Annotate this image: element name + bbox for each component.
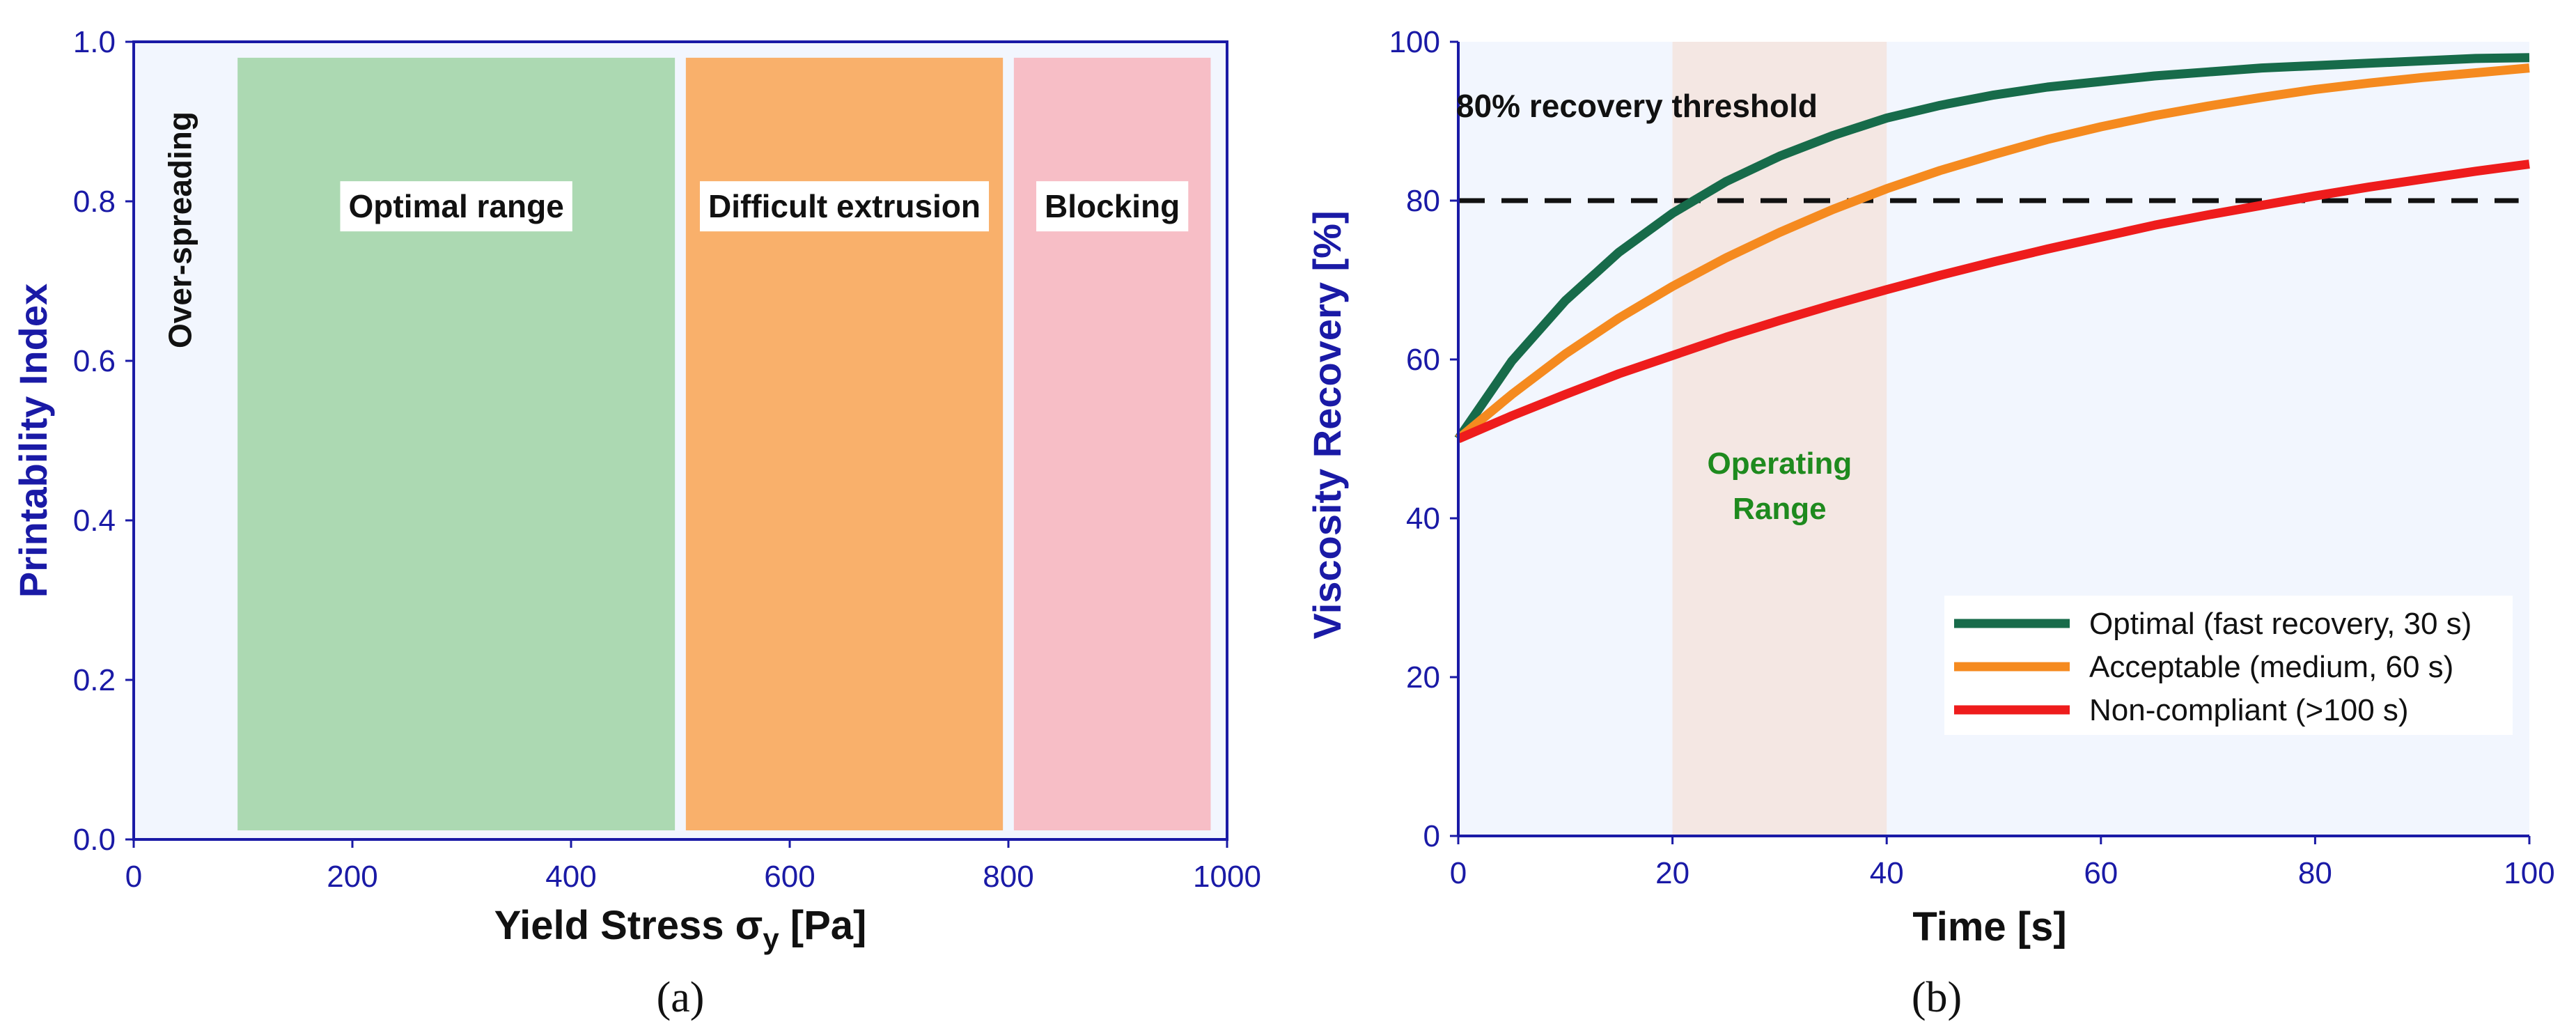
chart-a-x-tick-label: 800 [983,860,1033,894]
chart-a-y-tick-label: 0.2 [73,663,116,697]
chart-b-y-tick-label: 80 [1406,184,1440,218]
chart-a-y-axis-title: Printability Index [11,284,55,598]
series-line-2 [1455,63,2530,443]
threshold-label: 80% recovery threshold [1456,88,1818,124]
chart-b-x-tick-label: 80 [2298,856,2332,890]
chart-b: 0 20 40 60 80 100 0 20 40 60 80 100 80% recovery th… [1305,25,2555,1021]
series-line-1 [1454,53,2530,442]
region-label-background [1036,181,1189,232]
chart-a-y-tick-label: 0.4 [73,504,116,538]
chart-b-y-tick-label: 60 [1406,343,1440,377]
chart-a-plot-frame [132,40,1228,841]
chart-b-y-tick-label: 20 [1406,660,1440,695]
region-label: Blocking [1045,188,1180,224]
chart-b-x-tick-label: 20 [1655,856,1689,890]
chart-a-x-axis-title-main: Yield Stress σ [494,903,763,948]
operating-range-label-line1: Operating [1708,447,1852,481]
chart-b-x-axis-title: Time [s] [1912,904,2066,949]
legend-label: Acceptable (medium, 60 s) [2089,650,2453,684]
chart-a-x-axis-title: Yield Stress σy [Pa] [494,903,867,955]
operating-range-label-line2: Range [1733,492,1826,526]
legend: Optimal (fast recovery, 30 s) Acceptable … [1944,596,2513,735]
region-label-background [340,181,572,232]
region-label: Difficult extrusion [708,188,981,224]
legend-label: Optimal (fast recovery, 30 s) [2089,607,2472,641]
chart-a-y-tick-label: 0.6 [73,344,116,378]
chart-b-y-tick-label: 0 [1423,819,1440,853]
chart-b-x-tick-label: 60 [2084,856,2118,890]
chart-b-y-axis-title: Viscosity Recovery [%] [1305,210,1349,639]
chart-a-x-tick-label: 400 [545,860,596,894]
panel-label-b: (b) [1912,974,1962,1021]
region-label-over-spreading: Over-spreading [162,111,198,348]
region-difficult-extrusion [685,57,1004,830]
chart-a-x-tick-label: 0 [125,860,142,894]
chart-a-y-tick-label: 0.0 [73,823,116,857]
region-optimal-range [237,57,676,830]
panel-label-a: (a) [657,974,705,1021]
chart-a-x-axis-title-unit: [Pa] [779,903,867,948]
operating-range-band [1672,42,1887,836]
series-line-3 [1456,160,2530,443]
region-label-background [699,181,990,232]
chart-b-x-tick-label: 100 [2504,856,2554,890]
chart-a-y-tick-label: 0.8 [73,185,116,219]
region-blocking [1013,57,1211,830]
chart-b-y-tick-label: 100 [1389,25,1440,59]
chart-a-x-tick-label: 600 [764,860,815,894]
chart-b-x-tick-label: 40 [1870,856,1904,890]
chart-a: Over-spreading Optimal range Difficult ext… [11,25,1261,1021]
chart-a-x-axis-title-subscript: y [763,922,779,955]
legend-label: Non-compliant (>100 s) [2089,693,2409,727]
chart-a-y-tick-label: 1.0 [73,25,116,59]
chart-b-y-tick-label: 40 [1406,502,1440,536]
chart-a-x-tick-label: 200 [327,860,377,894]
chart-b-x-tick-label: 0 [1450,856,1467,890]
chart-a-x-tick-label: 1000 [1193,860,1261,894]
region-label: Optimal range [349,188,564,224]
